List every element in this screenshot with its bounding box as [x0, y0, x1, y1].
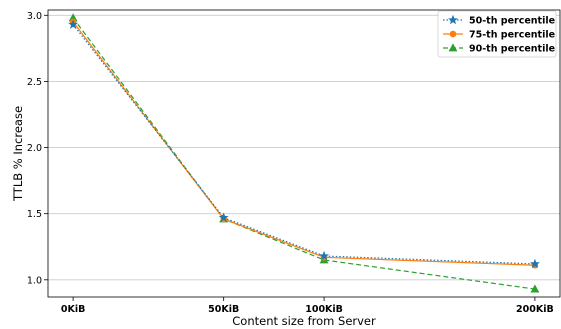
y-tick-label: 2.5: [27, 77, 42, 88]
data-point: [218, 212, 229, 222]
x-axis-title: Content size from Server: [232, 314, 376, 328]
data-point: [68, 19, 79, 29]
y-tick-label: 1.5: [27, 209, 42, 220]
legend: 50-th percentile 75-th percentile 90-th pe…: [437, 10, 557, 58]
legend-label: 50-th percentile: [469, 16, 555, 27]
legend-marker: [449, 30, 457, 38]
y-tick-label: 2.0: [27, 143, 42, 154]
series-1: [68, 19, 540, 269]
x-tick-label: 0KiB: [61, 304, 85, 315]
legend-label: 75-th percentile: [469, 30, 555, 41]
x-tick-label: 100KiB: [305, 304, 343, 315]
series-line: [72, 17, 535, 290]
series-line: [72, 24, 535, 265]
legend-marker: [448, 43, 458, 52]
x-tick-label: 50KiB: [208, 304, 239, 315]
legend-marker: [448, 14, 458, 25]
legend-label: 90-th percentile: [469, 44, 555, 55]
axes: [44, 9, 561, 301]
y-tick-label: 1.0: [27, 275, 42, 286]
tick-labels: 1.0 1.5 2.0 2.5 3.0 0KiB 50KiB 100KiB 200KiB: [27, 11, 554, 315]
data-point: [319, 250, 330, 261]
y-tick-label: 3.0: [27, 11, 42, 22]
series-line: [72, 21, 535, 266]
series-layer: [68, 13, 540, 293]
data-point: [530, 284, 540, 293]
y-axis-title: TTLB % Increase: [11, 106, 25, 202]
grid-lines: [48, 14, 560, 281]
x-tick-label: 200KiB: [516, 304, 554, 315]
data-point: [529, 258, 540, 269]
plot-frame: [47, 9, 561, 298]
legend-box: [437, 10, 557, 58]
